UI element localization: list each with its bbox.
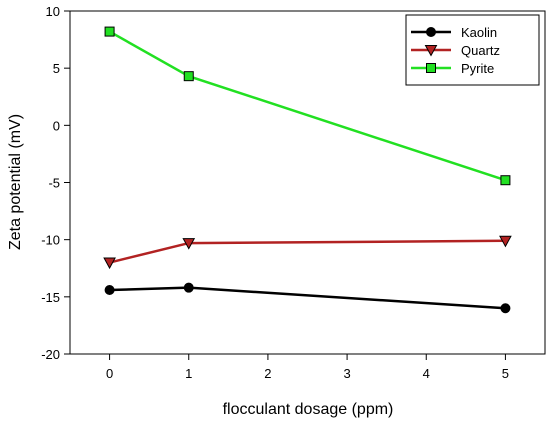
data-point-kaolin	[183, 282, 194, 293]
data-point-kaolin	[104, 284, 115, 295]
y-tick-label: 0	[53, 118, 60, 133]
series-pyrite	[104, 26, 511, 186]
y-tick-label: -20	[41, 347, 60, 362]
legend: Kaolin Quartz Pyrite	[405, 14, 540, 86]
x-axis: 0 1 2 3 4 5	[106, 354, 509, 381]
x-tick-label: 0	[106, 366, 113, 381]
data-point-quartz	[499, 235, 512, 248]
legend-item-quartz: Quartz	[411, 43, 500, 58]
legend-label-quartz: Quartz	[461, 43, 500, 58]
series-quartz	[103, 235, 512, 270]
x-tick-label: 5	[502, 366, 509, 381]
legend-item-pyrite: Pyrite	[411, 61, 494, 76]
y-tick-label: 10	[46, 4, 60, 19]
x-tick-label: 3	[343, 366, 350, 381]
legend-item-kaolin: Kaolin	[411, 25, 497, 40]
x-tick-label: 2	[264, 366, 271, 381]
data-point-pyrite	[183, 71, 194, 82]
data-point-quartz	[182, 238, 196, 250]
y-tick-label: 5	[53, 61, 60, 76]
series-group	[103, 26, 512, 314]
legend-marker-quartz	[424, 45, 438, 57]
y-tick-label: -5	[48, 176, 60, 191]
data-point-pyrite	[104, 26, 115, 37]
data-point-quartz	[103, 257, 116, 270]
y-tick-label: -15	[41, 290, 60, 305]
y-tick-label: -10	[41, 233, 60, 248]
legend-label-kaolin: Kaolin	[461, 25, 497, 40]
y-axis-label: Zeta potential (mV)	[7, 114, 24, 250]
legend-marker-pyrite	[426, 63, 436, 73]
legend-label-pyrite: Pyrite	[461, 61, 494, 76]
x-axis-label: flocculant dosage (ppm)	[223, 401, 394, 418]
data-point-pyrite	[500, 175, 511, 186]
series-line-quartz	[109, 239, 506, 264]
legend-marker-kaolin	[426, 27, 436, 37]
data-point-kaolin	[500, 303, 511, 314]
y-axis: -20 -15 -10 -5 0 5 10	[41, 4, 70, 362]
x-tick-label: 4	[423, 366, 430, 381]
series-line-kaolin	[109, 286, 506, 310]
x-tick-label: 1	[185, 366, 192, 381]
series-kaolin	[104, 282, 511, 314]
